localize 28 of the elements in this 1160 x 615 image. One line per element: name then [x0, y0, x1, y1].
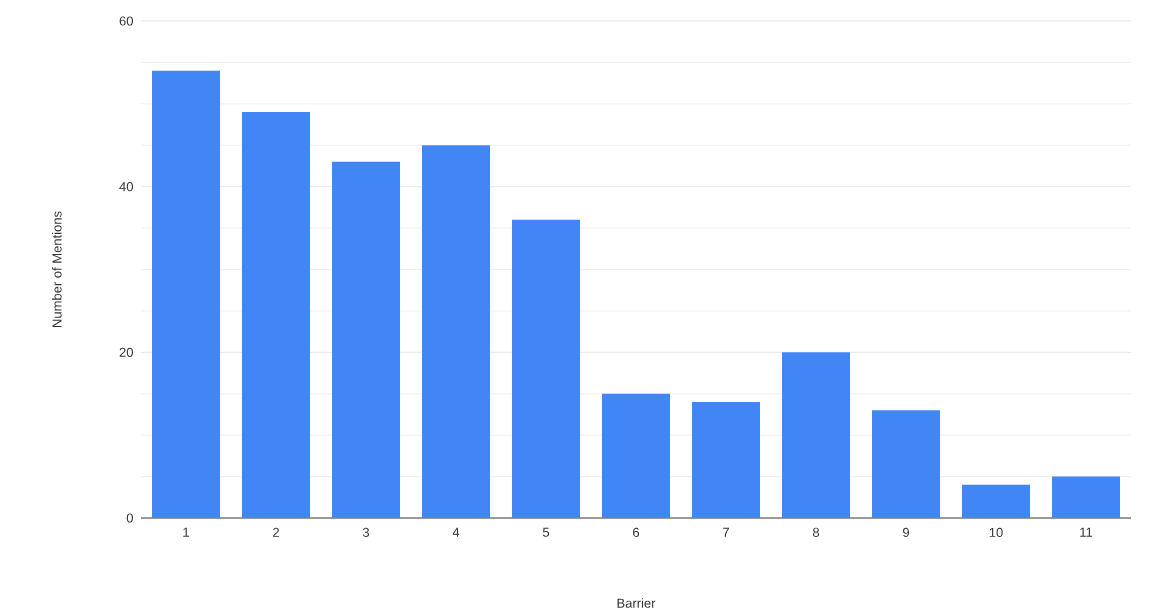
- bar: [422, 145, 490, 518]
- bar: [512, 219, 580, 518]
- x-tick-label: 6: [633, 527, 640, 537]
- x-tick-label: 3: [362, 527, 370, 537]
- bar: [872, 410, 941, 518]
- y-tick-label: 40: [119, 182, 133, 192]
- y-tick-label: 20: [119, 347, 133, 357]
- bar: [692, 402, 761, 518]
- x-axis-title: Barrier: [617, 598, 656, 608]
- bar: [242, 112, 310, 518]
- x-tick-label: 7: [723, 527, 729, 537]
- bar: [1052, 476, 1121, 518]
- y-axis-title: Number of Mentions: [52, 211, 62, 327]
- x-tick-label: 4: [452, 527, 460, 537]
- x-tick-label: 1: [183, 527, 189, 537]
- x-tick-label: 8: [812, 527, 820, 537]
- x-tick-label: 5: [542, 527, 550, 537]
- x-tick-label: 10: [989, 527, 1003, 537]
- bar: [782, 352, 851, 518]
- bar: [152, 70, 220, 518]
- bar: [962, 484, 1031, 518]
- bar: [602, 393, 671, 518]
- y-tick-label: 60: [119, 16, 133, 26]
- x-tick-label: 2: [273, 527, 279, 537]
- bar: [332, 161, 400, 518]
- x-tick-label: 11: [1080, 527, 1093, 537]
- x-tick-label: 9: [903, 527, 909, 537]
- y-tick-label: 0: [126, 513, 133, 523]
